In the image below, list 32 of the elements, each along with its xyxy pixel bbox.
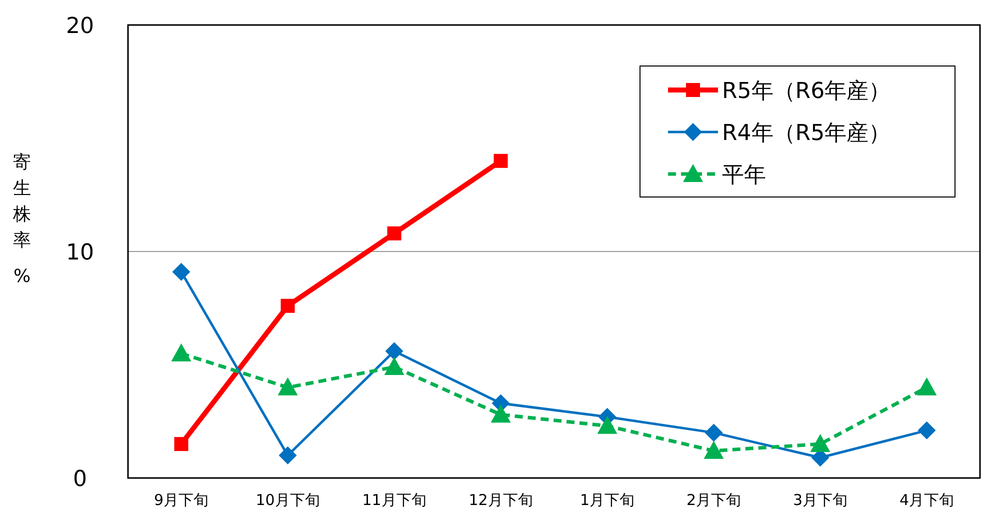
x-tick-label: 1月下旬 xyxy=(580,491,635,509)
point xyxy=(174,437,188,452)
legend-label: R4年（R5年産） xyxy=(722,121,891,146)
point xyxy=(278,377,298,396)
point xyxy=(494,154,508,168)
point xyxy=(597,416,618,434)
x-tick-label: 4月下旬 xyxy=(899,491,954,509)
point xyxy=(280,298,295,313)
point xyxy=(171,343,192,362)
point xyxy=(918,421,936,440)
point xyxy=(810,434,830,452)
y-tick-label: 0 xyxy=(73,467,87,492)
x-tick-label: 3月下旬 xyxy=(792,491,848,509)
point xyxy=(387,226,402,240)
point xyxy=(384,357,404,376)
point xyxy=(490,404,511,423)
y-tick-label: 20 xyxy=(66,14,94,39)
x-tick-label: 11月下旬 xyxy=(362,491,426,509)
x-tick-label: 9月下旬 xyxy=(154,491,209,509)
point xyxy=(385,342,404,360)
x-tick-label: 2月下旬 xyxy=(686,491,742,509)
ylabel: 寄生株率 % xyxy=(13,152,31,287)
x-tick-label: 12月下旬 xyxy=(468,491,533,509)
legend-label: R5年（R6年産） xyxy=(722,79,891,104)
point xyxy=(704,424,723,442)
point xyxy=(916,377,937,396)
point xyxy=(172,262,190,281)
point xyxy=(704,440,724,459)
x-tick-label: 10月下旬 xyxy=(256,491,320,509)
legend-label: 平年 xyxy=(722,163,766,188)
y-tick-label: 10 xyxy=(66,240,94,266)
point xyxy=(278,446,297,464)
